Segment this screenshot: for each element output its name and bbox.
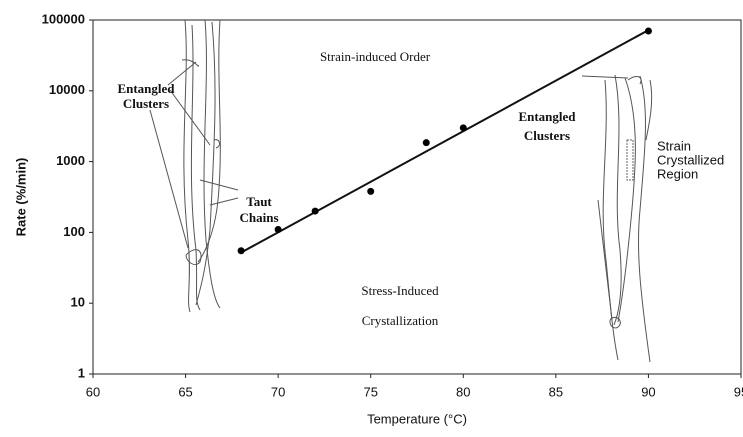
y-tick-label: 1000 — [56, 153, 85, 168]
annotation: Crystallization — [362, 313, 439, 328]
annotation: Region — [657, 166, 698, 181]
data-point — [312, 208, 319, 215]
data-point — [275, 226, 282, 233]
y-tick-label: 100 — [63, 224, 85, 239]
x-tick-label: 60 — [86, 384, 100, 399]
annotation: Entangled — [518, 109, 576, 124]
y-tick-label: 10 — [71, 295, 85, 310]
y-tick-label: 10000 — [49, 82, 85, 97]
annotation: Crystallized — [657, 152, 724, 167]
data-point — [238, 247, 245, 254]
x-tick-label: 70 — [271, 384, 285, 399]
annotation: Stress-Induced — [361, 283, 439, 298]
fit-line — [241, 30, 648, 252]
data-point — [367, 188, 374, 195]
y-axis-label: Rate (%/min) — [13, 158, 28, 237]
annotation: Clusters — [123, 96, 169, 111]
x-tick-label: 95 — [734, 384, 743, 399]
y-tick-label: 1 — [78, 365, 85, 380]
annotation: Entangled — [117, 81, 175, 96]
x-axis-label: Temperature (°C) — [367, 411, 467, 426]
data-point — [645, 27, 652, 34]
x-tick-label: 65 — [178, 384, 192, 399]
data-point — [423, 139, 430, 146]
annotation: Strain-induced Order — [320, 49, 431, 64]
x-tick-label: 80 — [456, 384, 470, 399]
annotation: Strain — [657, 138, 691, 153]
x-tick-label: 85 — [549, 384, 563, 399]
chart: 1 10 100 1000 10000 100000 60 65 70 75 80 85 90 95 Tem… — [0, 0, 743, 437]
annotation: Clusters — [524, 128, 570, 143]
x-tick-label: 75 — [363, 384, 377, 399]
left-sketch — [150, 20, 238, 312]
annotation: Chains — [239, 210, 278, 225]
data-point — [460, 124, 467, 131]
annotation: Taut — [246, 194, 272, 209]
right-sketch — [582, 75, 652, 362]
x-tick-label: 90 — [641, 384, 655, 399]
y-tick-label: 100000 — [42, 11, 85, 26]
